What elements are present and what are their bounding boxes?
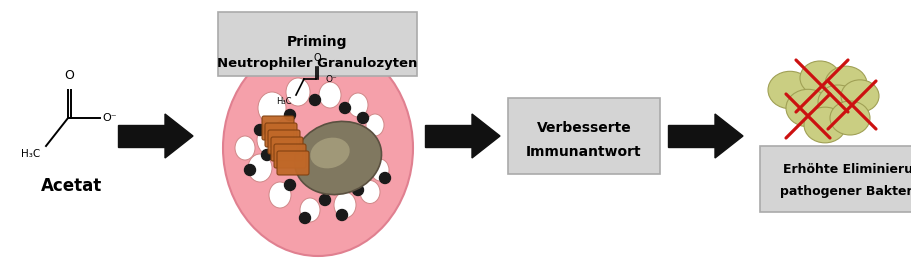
Ellipse shape xyxy=(300,198,320,222)
Text: Acetat: Acetat xyxy=(41,177,103,195)
Text: H₃C: H₃C xyxy=(21,149,40,159)
FancyBboxPatch shape xyxy=(268,130,300,154)
Polygon shape xyxy=(472,114,499,158)
FancyBboxPatch shape xyxy=(759,146,911,212)
Ellipse shape xyxy=(319,82,341,108)
Ellipse shape xyxy=(829,101,869,135)
Ellipse shape xyxy=(767,71,811,109)
Text: Priming: Priming xyxy=(286,35,347,49)
Bar xyxy=(425,125,472,147)
Circle shape xyxy=(254,125,265,135)
Text: Neutrophiler Granulozyten: Neutrophiler Granulozyten xyxy=(217,57,416,70)
Circle shape xyxy=(284,180,295,190)
Text: Erhöhte Eliminierung: Erhöhte Eliminierung xyxy=(783,163,911,177)
Polygon shape xyxy=(165,114,193,158)
Ellipse shape xyxy=(840,80,878,112)
Text: O⁻: O⁻ xyxy=(102,113,117,123)
Circle shape xyxy=(379,172,390,184)
FancyBboxPatch shape xyxy=(265,123,297,147)
FancyBboxPatch shape xyxy=(271,137,302,161)
Circle shape xyxy=(299,212,310,224)
Polygon shape xyxy=(714,114,742,158)
Circle shape xyxy=(284,110,295,120)
Ellipse shape xyxy=(310,138,349,168)
Ellipse shape xyxy=(258,92,286,124)
Ellipse shape xyxy=(257,125,282,155)
Ellipse shape xyxy=(223,40,413,256)
Ellipse shape xyxy=(817,85,857,119)
Ellipse shape xyxy=(235,136,255,160)
Ellipse shape xyxy=(333,192,355,218)
Ellipse shape xyxy=(348,93,368,117)
Ellipse shape xyxy=(269,182,291,208)
Text: Verbesserte: Verbesserte xyxy=(536,121,630,135)
Circle shape xyxy=(319,194,330,206)
FancyBboxPatch shape xyxy=(273,144,306,168)
Circle shape xyxy=(339,103,350,113)
Circle shape xyxy=(336,209,347,221)
FancyBboxPatch shape xyxy=(218,12,416,76)
FancyBboxPatch shape xyxy=(507,98,660,174)
Ellipse shape xyxy=(248,154,271,182)
Text: H₃C: H₃C xyxy=(276,97,292,106)
Text: Immunantwort: Immunantwort xyxy=(526,145,641,159)
Ellipse shape xyxy=(360,181,380,203)
Bar xyxy=(667,125,714,147)
Circle shape xyxy=(353,184,363,196)
FancyBboxPatch shape xyxy=(277,151,309,175)
Text: pathogener Bakterien: pathogener Bakterien xyxy=(779,186,911,199)
Ellipse shape xyxy=(286,78,310,106)
Text: O: O xyxy=(64,69,74,82)
Ellipse shape xyxy=(365,114,384,136)
Circle shape xyxy=(367,150,378,160)
Circle shape xyxy=(261,150,272,160)
FancyBboxPatch shape xyxy=(261,116,293,140)
Circle shape xyxy=(309,94,320,106)
Ellipse shape xyxy=(799,61,839,95)
Ellipse shape xyxy=(346,140,363,160)
Bar xyxy=(118,125,165,147)
Ellipse shape xyxy=(785,89,829,127)
Text: O: O xyxy=(312,53,321,63)
Ellipse shape xyxy=(824,66,866,102)
Ellipse shape xyxy=(294,121,381,194)
Ellipse shape xyxy=(371,159,389,181)
Circle shape xyxy=(244,165,255,175)
Circle shape xyxy=(357,113,368,123)
Text: O⁻: O⁻ xyxy=(325,75,337,84)
Ellipse shape xyxy=(804,107,845,143)
